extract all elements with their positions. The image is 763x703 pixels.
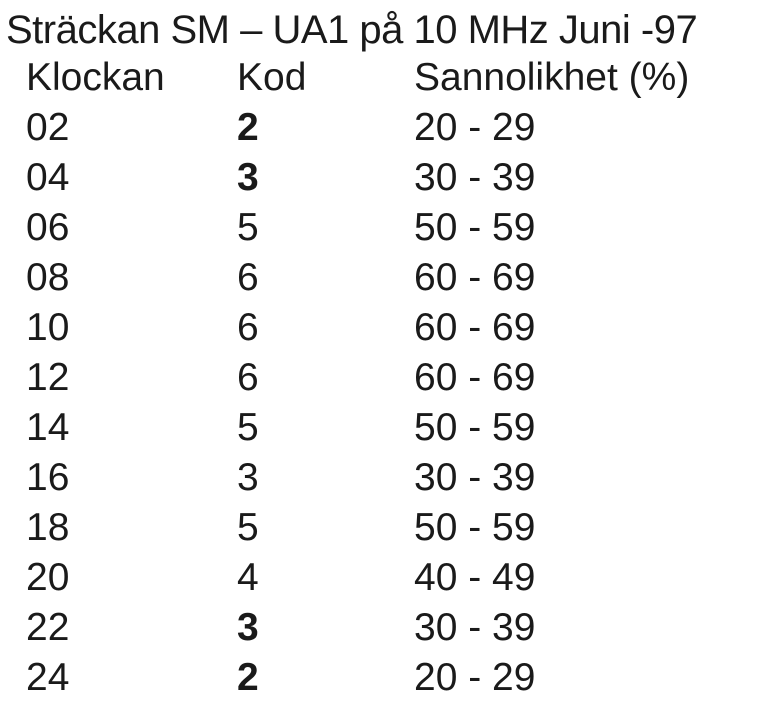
cell-kod: 6	[237, 256, 259, 299]
cell-klockan: 04	[26, 156, 70, 199]
cell-sannolikhet: 50 - 59	[414, 406, 536, 449]
table-row: 12 6 60 - 69	[0, 353, 763, 403]
cell-sannolikhet: 20 - 29	[414, 656, 536, 699]
document-title: Sträckan SM – UA1 på 10 MHz Juni -97	[6, 8, 698, 52]
cell-klockan: 10	[26, 306, 70, 349]
cell-kod: 4	[237, 556, 259, 599]
cell-klockan: 22	[26, 606, 70, 649]
cell-kod: 5	[237, 406, 259, 449]
table-row: 24 2 20 - 29	[0, 653, 763, 703]
cell-sannolikhet: 30 - 39	[414, 156, 536, 199]
table-row: 20 4 40 - 49	[0, 553, 763, 603]
cell-kod: 2	[237, 656, 259, 699]
table-row: 18 5 50 - 59	[0, 503, 763, 553]
column-header-sannolikhet: Sannolikhet (%)	[414, 56, 690, 99]
table-row: 04 3 30 - 39	[0, 153, 763, 203]
cell-sannolikhet: 20 - 29	[414, 106, 536, 149]
cell-kod: 3	[237, 456, 259, 499]
column-header-klockan: Klockan	[26, 56, 165, 99]
cell-klockan: 08	[26, 256, 70, 299]
table-row: 10 6 60 - 69	[0, 303, 763, 353]
cell-klockan: 06	[26, 206, 70, 249]
cell-klockan: 16	[26, 456, 70, 499]
cell-klockan: 12	[26, 356, 70, 399]
cell-kod: 5	[237, 206, 259, 249]
table-row: 16 3 30 - 39	[0, 453, 763, 503]
cell-kod: 6	[237, 356, 259, 399]
cell-sannolikhet: 60 - 69	[414, 256, 536, 299]
cell-klockan: 14	[26, 406, 70, 449]
cell-sannolikhet: 40 - 49	[414, 556, 536, 599]
cell-sannolikhet: 30 - 39	[414, 606, 536, 649]
cell-sannolikhet: 60 - 69	[414, 306, 536, 349]
cell-klockan: 18	[26, 506, 70, 549]
table-row: 22 3 30 - 39	[0, 603, 763, 653]
table-row: 06 5 50 - 59	[0, 203, 763, 253]
cell-kod: 2	[237, 106, 259, 149]
cell-klockan: 20	[26, 556, 70, 599]
cell-kod: 5	[237, 506, 259, 549]
cell-kod: 3	[237, 606, 259, 649]
cell-sannolikhet: 50 - 59	[414, 206, 536, 249]
cell-sannolikhet: 60 - 69	[414, 356, 536, 399]
cell-klockan: 24	[26, 656, 70, 699]
cell-klockan: 02	[26, 106, 70, 149]
table-row: 14 5 50 - 59	[0, 403, 763, 453]
table-row: 02 2 20 - 29	[0, 103, 763, 153]
cell-sannolikhet: 30 - 39	[414, 456, 536, 499]
table-header-row: Klockan Kod Sannolikhet (%)	[0, 53, 763, 103]
cell-kod: 3	[237, 156, 259, 199]
table-row: 08 6 60 - 69	[0, 253, 763, 303]
column-header-kod: Kod	[237, 56, 307, 99]
cell-sannolikhet: 50 - 59	[414, 506, 536, 549]
cell-kod: 6	[237, 306, 259, 349]
